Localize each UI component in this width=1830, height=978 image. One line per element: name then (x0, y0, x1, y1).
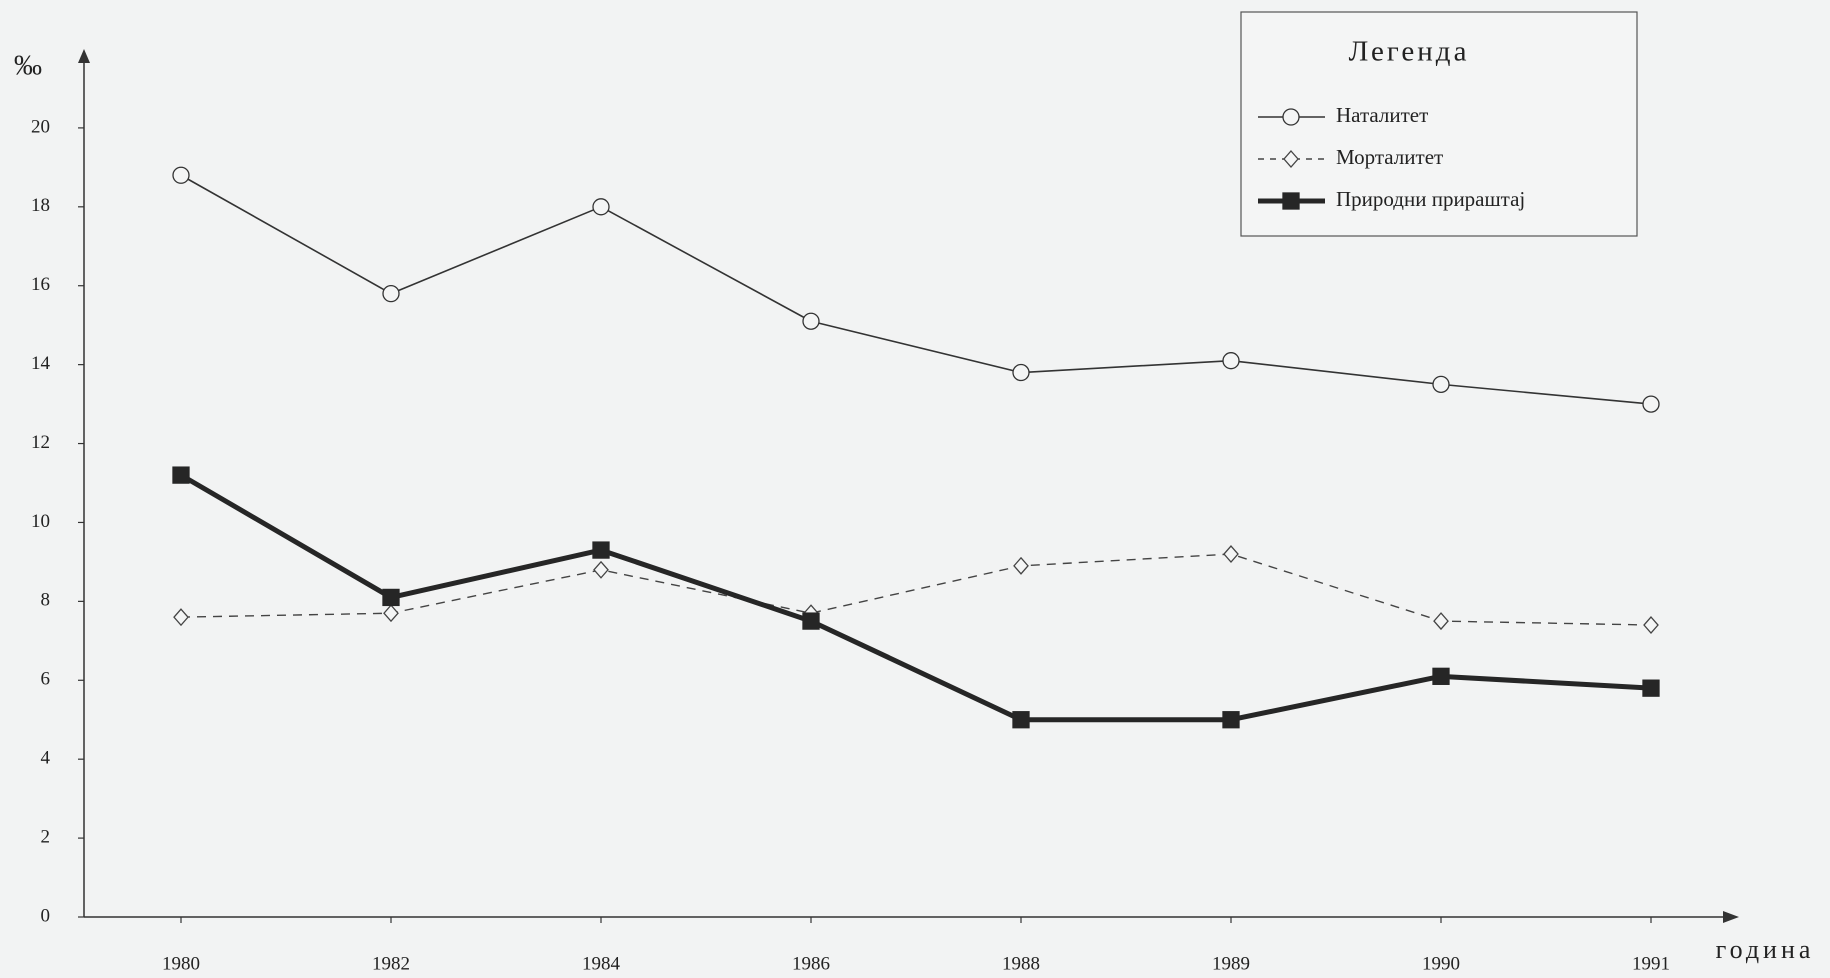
point (1282, 108, 1300, 126)
y-tick-label: 18 (31, 195, 50, 216)
legend-title: Легенда (1349, 36, 1470, 68)
point (172, 466, 190, 484)
point (802, 612, 820, 630)
x-tick-label: 1982 (372, 953, 410, 974)
legend-label: Наталитет (1336, 103, 1428, 127)
point (802, 312, 820, 330)
point (1282, 192, 1300, 210)
legend-label: Морталитет (1336, 145, 1443, 169)
series-line (180, 174, 1652, 405)
point (592, 541, 610, 559)
series-line (180, 553, 1652, 626)
y-tick-label: 16 (31, 274, 50, 295)
point (1433, 612, 1449, 631)
point (1432, 375, 1450, 394)
x-tick-label: 1991 (1632, 953, 1670, 974)
y-tick-label: 4 (41, 748, 51, 769)
y-tick-label: 6 (41, 669, 51, 690)
point (592, 198, 610, 216)
y-tick-label: 0 (41, 905, 51, 926)
x-tick-label: 1984 (582, 953, 621, 974)
x-tick-label: 1980 (162, 953, 200, 974)
point (382, 284, 400, 303)
y-tick-label: 10 (31, 511, 50, 532)
x-tick-label: 1988 (1002, 953, 1040, 974)
point (1013, 556, 1029, 575)
series-line (179, 472, 1652, 723)
point (173, 608, 189, 627)
x-tick-label: 1986 (792, 953, 830, 974)
y-tick-label: 14 (31, 353, 51, 374)
x-tick-label: 1990 (1422, 953, 1460, 974)
point (593, 560, 609, 579)
point (1012, 363, 1030, 382)
point (1223, 545, 1239, 564)
x-axis-label: година (1716, 935, 1815, 964)
point (172, 166, 190, 184)
point (1643, 616, 1659, 635)
point (1283, 150, 1299, 168)
x-axis-arrow (1723, 911, 1739, 923)
point (1642, 395, 1660, 413)
point (1222, 711, 1240, 729)
y-tick-label: 20 (31, 116, 50, 137)
point (1642, 679, 1660, 697)
y-axis-arrow (78, 49, 90, 63)
point (1432, 667, 1450, 685)
y-tick-label: 8 (41, 590, 51, 611)
point (383, 604, 399, 623)
point (1012, 711, 1030, 729)
x-tick-label: 1989 (1212, 953, 1250, 974)
y-axis-label: ‰ (14, 50, 42, 81)
y-tick-label: 12 (31, 432, 50, 453)
legend-label: Природни прираштај (1336, 187, 1525, 211)
y-tick-label: 2 (41, 826, 51, 847)
point (382, 588, 400, 607)
point (1222, 352, 1240, 370)
